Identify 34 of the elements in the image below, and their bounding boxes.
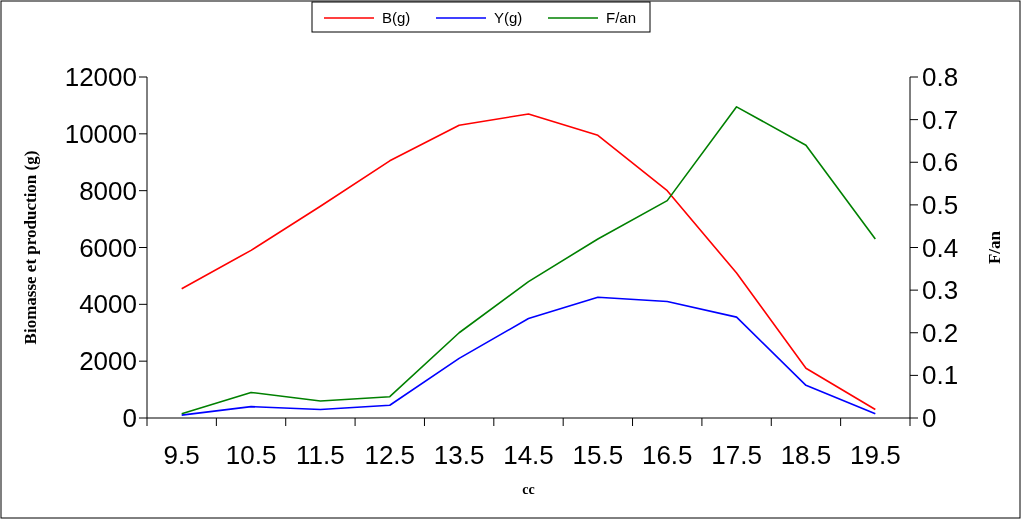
y2-tick-label: 0.6 — [922, 147, 959, 178]
y2-tick-label: 0.2 — [922, 317, 959, 348]
legend-label: F/an — [606, 9, 637, 27]
y2-tick-label: 0 — [922, 403, 937, 434]
x-tick-label: 10.5 — [225, 440, 277, 470]
legend-label: Y(g) — [494, 9, 523, 27]
line-series — [180, 296, 877, 416]
y-tick-label: 6000 — [79, 232, 137, 263]
y2-tick-label: 0.7 — [922, 104, 959, 135]
y-tick-label: 2000 — [79, 346, 137, 377]
x-tick-label: 13.5 — [433, 440, 485, 470]
x-tick-label: 19.5 — [850, 440, 901, 470]
x-tick-label: 11.5 — [296, 440, 345, 470]
y-tick-label: 12000 — [64, 62, 137, 93]
y-tick-label: 10000 — [64, 118, 137, 149]
x-tick-label: 18.5 — [780, 440, 832, 470]
x-tick-label: 16.5 — [641, 440, 693, 470]
y-tick-label: 8000 — [79, 175, 137, 206]
x-tick-label: 17.5 — [711, 440, 762, 470]
x-tick-label: 15.5 — [572, 440, 624, 470]
y2-tick-label: 0.4 — [922, 232, 959, 263]
y-tick-label: 4000 — [79, 289, 137, 320]
x-tick-label: 12.5 — [364, 440, 416, 470]
x-axis-title: cc — [522, 482, 535, 497]
x-tick-label: 14.5 — [503, 440, 554, 470]
y2-tick-label: 0.3 — [922, 275, 959, 306]
y2-tick-label: 0.1 — [922, 360, 959, 391]
y2-tick-label: 0.8 — [922, 62, 959, 93]
y-tick-label: 0 — [122, 403, 137, 434]
x-tick-label: 9.5 — [163, 440, 200, 470]
y-axis-title: Biomasse et production (g) — [21, 150, 40, 345]
y2-axis-title: F/an — [985, 230, 1004, 265]
legend-label: B(g) — [382, 9, 411, 27]
y2-tick-label: 0.5 — [922, 189, 959, 220]
